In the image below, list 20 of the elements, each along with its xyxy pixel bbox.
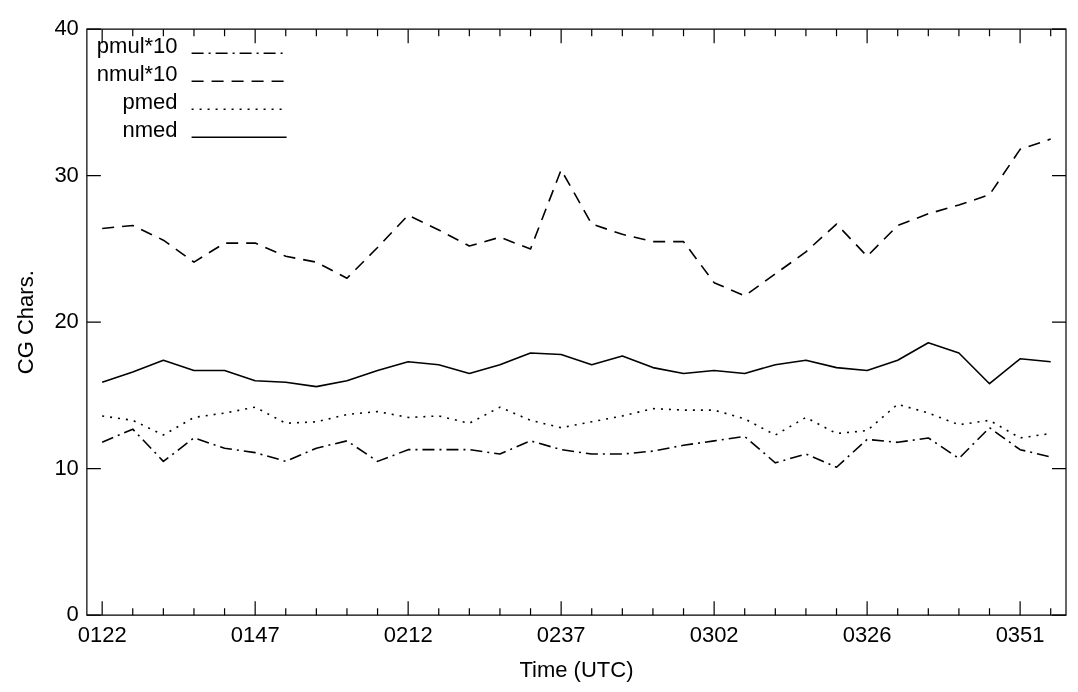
x-tick-label: 0147	[230, 622, 280, 648]
y-axis-title: CG Chars.	[13, 270, 39, 375]
x-tick-label: 0212	[383, 622, 433, 648]
x-tick-label: 0326	[842, 622, 892, 648]
legend-label: nmul*10	[96, 61, 178, 87]
y-tick-label: 20	[54, 308, 79, 334]
y-tick-label: 30	[54, 161, 79, 187]
x-tick-label: 0302	[689, 622, 739, 648]
y-tick-label: 0	[66, 601, 79, 627]
line-series	[101, 426, 1052, 469]
legend-label: pmul*10	[96, 33, 178, 59]
x-tick-label: 0351	[995, 622, 1045, 648]
x-axis-title: Time (UTC)	[519, 656, 634, 682]
line-series	[101, 138, 1052, 297]
y-tick-label: 40	[54, 15, 79, 41]
x-tick-label: 0122	[77, 622, 127, 648]
legend-label: nmed	[122, 117, 178, 143]
y-tick-label: 10	[54, 454, 79, 480]
legend-label: pmed	[122, 89, 178, 115]
x-tick-label: 0237	[536, 622, 586, 648]
